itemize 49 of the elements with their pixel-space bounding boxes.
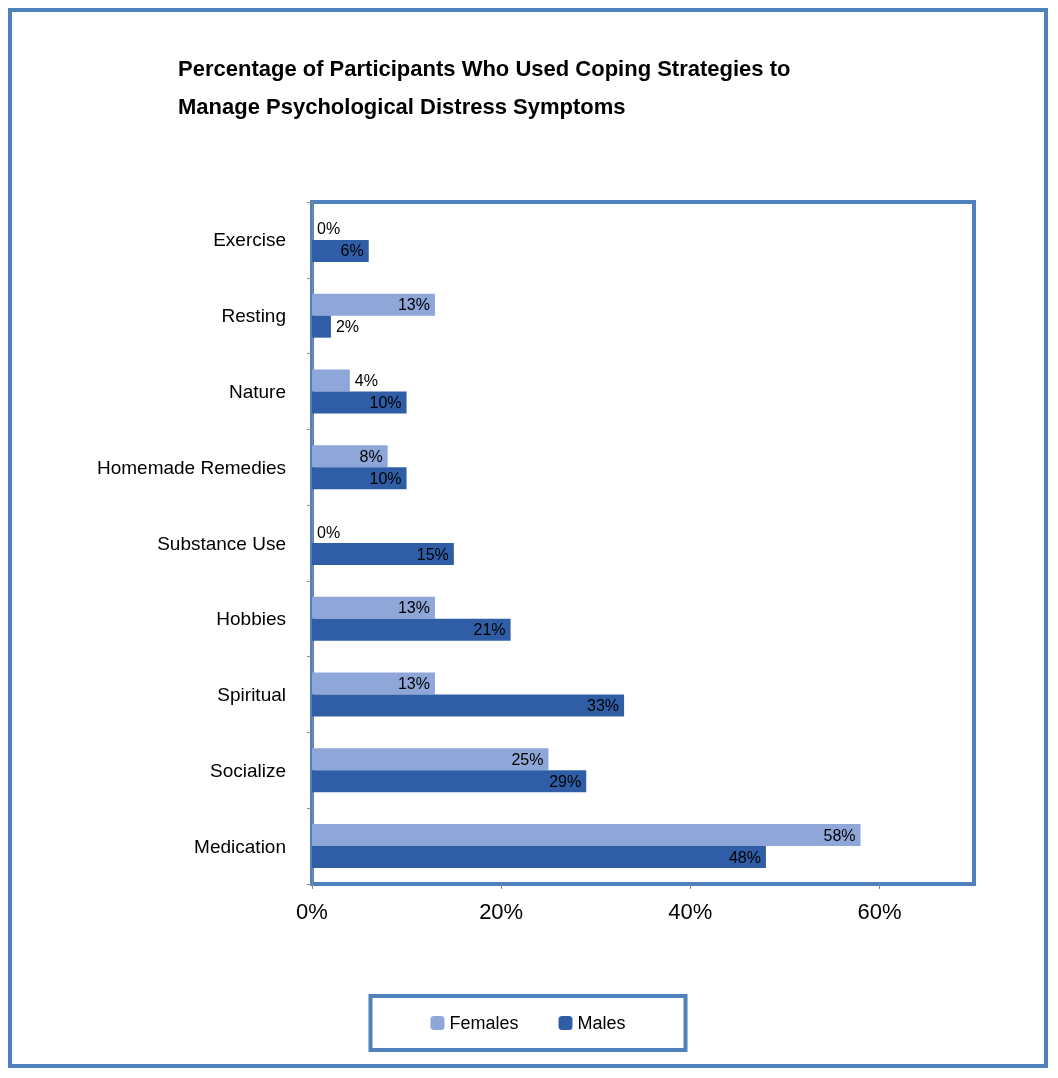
y-tick-label: Resting: [221, 305, 286, 327]
bar: [312, 467, 407, 490]
bar: [312, 315, 331, 338]
y-tick-label: Spiritual: [217, 684, 286, 706]
legend-label: Females: [449, 1013, 519, 1033]
bar: [312, 770, 587, 793]
data-label: 10%: [369, 469, 402, 487]
y-tick-label: Socialize: [209, 759, 286, 781]
data-label: 0%: [317, 523, 341, 541]
data-label: 13%: [397, 599, 430, 617]
data-label: 8%: [359, 447, 383, 465]
y-tick-label: Substance Use: [157, 532, 286, 554]
data-label: 10%: [369, 393, 402, 411]
bar: [312, 543, 454, 565]
data-label: 25%: [511, 750, 544, 768]
bar: [312, 391, 407, 414]
chart-title: Percentage of Participants Who Used Coping Strategies to Manage Psychological Distress Symptoms: [178, 55, 797, 119]
y-tick-label: Homemade Remedies: [96, 456, 286, 478]
data-label: 4%: [354, 371, 378, 389]
data-label: 0%: [317, 220, 341, 238]
data-label: 13%: [397, 296, 430, 314]
data-label: 29%: [549, 772, 582, 790]
data-label: 33%: [587, 697, 620, 715]
data-label: 13%: [397, 675, 430, 693]
bar: [312, 293, 435, 316]
bar: [312, 672, 435, 695]
bar: [312, 618, 511, 641]
x-tick-label: 60%: [857, 898, 902, 924]
bar: [312, 694, 625, 717]
y-tick-label: Hobbies: [216, 608, 286, 630]
y-tick-label: Nature: [228, 380, 286, 402]
bar: [312, 824, 861, 847]
data-label: 48%: [728, 848, 761, 866]
legend-label: Males: [577, 1013, 626, 1033]
y-tick-label: Medication: [194, 835, 286, 857]
bar: [312, 596, 435, 619]
bar: [312, 748, 549, 771]
data-label: 21%: [473, 621, 506, 639]
data-label: 6%: [340, 242, 364, 260]
bar: [312, 369, 350, 392]
data-label: 15%: [416, 545, 449, 563]
x-tick-label: 20%: [479, 898, 524, 924]
bar: [312, 846, 766, 869]
x-tick-label: 0%: [296, 898, 328, 924]
y-tick-label: Exercise: [213, 229, 286, 251]
data-label: 2%: [335, 318, 360, 336]
bar: [312, 445, 388, 468]
data-label: 58%: [823, 826, 856, 844]
x-tick-label: 40%: [668, 898, 713, 924]
